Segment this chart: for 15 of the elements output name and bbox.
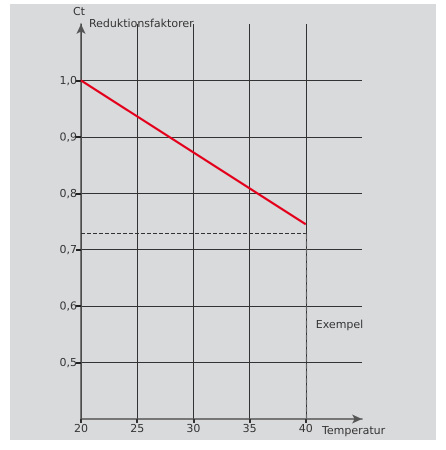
y-tick-label: 0,5 bbox=[60, 356, 77, 370]
x-axis-title: Temperatur bbox=[321, 424, 386, 437]
annotation: Reduktionsfaktorer bbox=[89, 17, 194, 30]
y-axis-title: Ct bbox=[73, 5, 86, 18]
y-tick-label: 0,6 bbox=[60, 300, 77, 313]
x-tick-label: 35 bbox=[242, 422, 257, 435]
y-tick-label: 0,9 bbox=[60, 130, 77, 144]
y-tick-label: 0,7 bbox=[60, 243, 77, 256]
ref-line-label: Exempel bbox=[316, 318, 364, 331]
x-tick-label: 25 bbox=[130, 422, 144, 435]
x-tick-label: 20 bbox=[74, 422, 88, 435]
y-tick-label: 1,0 bbox=[60, 74, 77, 87]
x-tick-label: 40 bbox=[298, 422, 313, 435]
x-tick-label: 30 bbox=[186, 422, 200, 435]
y-tick-label: 0,8 bbox=[60, 186, 77, 200]
